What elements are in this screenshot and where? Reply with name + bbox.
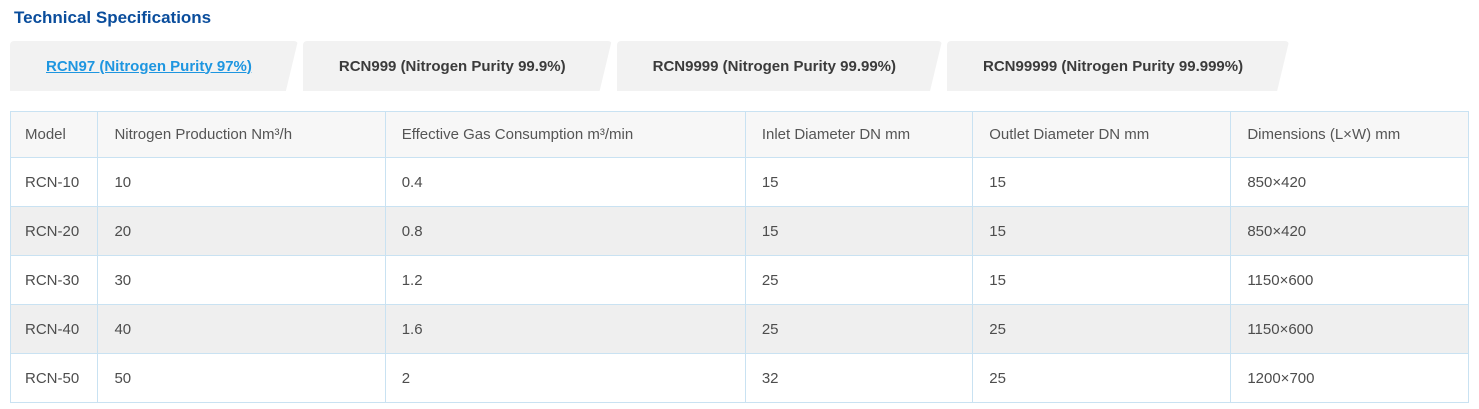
cell-dimensions: 1200×700	[1230, 353, 1469, 403]
tab-rcn97-label: RCN97 (Nitrogen Purity 97%)	[46, 57, 252, 75]
cell-inlet-diameter: 15	[744, 206, 974, 256]
cell-outlet-diameter: 15	[972, 255, 1232, 305]
cell-gas-consumption: 2	[384, 353, 746, 403]
tab-rcn97[interactable]: RCN97 (Nitrogen Purity 97%)	[10, 41, 298, 91]
cell-dimensions: 1150×600	[1230, 304, 1469, 354]
table-row-rcn-10: RCN-10 10 0.4 15 15 850×420	[9, 157, 1469, 207]
tab-rcn99999[interactable]: RCN99999 (Nitrogen Purity 99.999%)	[947, 41, 1289, 91]
cell-model: RCN-20	[9, 206, 99, 256]
cell-outlet-diameter: 15	[972, 157, 1232, 207]
tab-rcn999-label: RCN999 (Nitrogen Purity 99.9%)	[338, 57, 566, 75]
table-row-rcn-30: RCN-30 30 1.2 25 15 1150×600	[9, 255, 1469, 305]
cell-inlet-diameter: 25	[744, 304, 974, 354]
column-header-outlet-diameter: Outlet Diameter DN mm	[972, 111, 1232, 158]
cell-nitrogen-production: 20	[97, 206, 386, 256]
column-header-dimensions: Dimensions (L×W) mm	[1230, 111, 1469, 158]
table-row-rcn-50: RCN-50 50 2 32 25 1200×700	[9, 353, 1469, 403]
page-title: Technical Specifications	[14, 8, 212, 27]
column-header-model: Model	[9, 111, 99, 158]
cell-inlet-diameter: 32	[744, 353, 974, 403]
cell-outlet-diameter: 25	[972, 353, 1232, 403]
column-header-inlet-diameter: Inlet Diameter DN mm	[744, 111, 974, 158]
cell-gas-consumption: 1.6	[384, 304, 746, 354]
tab-rcn9999[interactable]: RCN9999 (Nitrogen Purity 99.99%)	[617, 41, 942, 91]
spec-table-container: Model Nitrogen Production Nm³/h Effectiv…	[9, 111, 1469, 403]
cell-gas-consumption: 0.8	[384, 206, 746, 256]
cell-nitrogen-production: 30	[97, 255, 386, 305]
cell-inlet-diameter: 25	[744, 255, 974, 305]
cell-model: RCN-10	[9, 157, 99, 207]
purity-tab-bar: RCN97 (Nitrogen Purity 97%) RCN999 (Nitr…	[10, 41, 1469, 91]
cell-nitrogen-production: 10	[97, 157, 386, 207]
column-header-nitrogen-production: Nitrogen Production Nm³/h	[97, 111, 386, 158]
table-row-rcn-40: RCN-40 40 1.6 25 25 1150×600	[9, 304, 1469, 354]
cell-dimensions: 850×420	[1230, 157, 1469, 207]
tab-rcn9999-label: RCN9999 (Nitrogen Purity 99.99%)	[652, 57, 897, 75]
cell-model: RCN-50	[9, 353, 99, 403]
tab-rcn99999-label: RCN99999 (Nitrogen Purity 99.999%)	[983, 57, 1244, 75]
cell-inlet-diameter: 15	[744, 157, 974, 207]
spec-table: Model Nitrogen Production Nm³/h Effectiv…	[9, 111, 1469, 403]
cell-dimensions: 1150×600	[1230, 255, 1469, 305]
tab-rcn999[interactable]: RCN999 (Nitrogen Purity 99.9%)	[303, 41, 612, 91]
cell-model: RCN-40	[9, 304, 99, 354]
cell-dimensions: 850×420	[1230, 206, 1469, 256]
cell-nitrogen-production: 50	[97, 353, 386, 403]
cell-nitrogen-production: 40	[97, 304, 386, 354]
column-header-gas-consumption: Effective Gas Consumption m³/min	[384, 111, 746, 158]
cell-outlet-diameter: 15	[972, 206, 1232, 256]
table-row-rcn-20: RCN-20 20 0.8 15 15 850×420	[9, 206, 1469, 256]
cell-gas-consumption: 0.4	[384, 157, 746, 207]
cell-outlet-diameter: 25	[972, 304, 1232, 354]
cell-model: RCN-30	[9, 255, 99, 305]
cell-gas-consumption: 1.2	[384, 255, 746, 305]
table-header-row: Model Nitrogen Production Nm³/h Effectiv…	[9, 111, 1469, 158]
